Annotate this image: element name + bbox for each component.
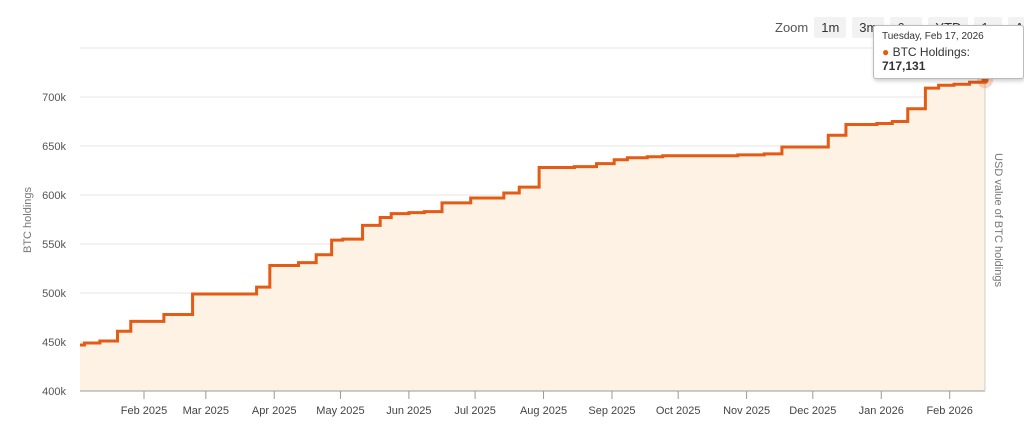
x-tick-label: May 2025 <box>316 405 364 417</box>
x-tick-label: Oct 2025 <box>656 405 701 417</box>
tooltip-date: Tuesday, Feb 17, 2026 <box>882 31 984 42</box>
tooltip: Tuesday, Feb 17, 2026 ● BTC Holdings: 71… <box>873 25 1024 79</box>
x-tick-label: Jun 2025 <box>386 405 431 417</box>
x-tick-label: Feb 2026 <box>926 405 972 417</box>
y-tick-label: 550k <box>42 239 66 251</box>
series-line <box>80 80 987 347</box>
x-tick-label: Sep 2025 <box>588 405 635 417</box>
zoom-1m-button[interactable]: 1m <box>814 17 847 38</box>
y-tick-label: 450k <box>42 337 66 349</box>
x-tick-label: Nov 2025 <box>723 405 770 417</box>
series-area <box>80 80 985 392</box>
x-tick-label: Aug 2025 <box>520 405 567 417</box>
x-tick-label: Jul 2025 <box>454 405 496 417</box>
x-tick-label: Jan 2026 <box>859 405 904 417</box>
x-tick-label: Apr 2025 <box>252 405 297 417</box>
y-axis-title: BTC holdings <box>22 186 34 253</box>
x-tick-label: Feb 2025 <box>121 405 167 417</box>
x-tick-label: Mar 2025 <box>183 405 229 417</box>
y-tick-label: 700k <box>42 92 66 104</box>
y-tick-label: 400k <box>42 386 66 398</box>
zoom-label: Zoom <box>775 20 809 35</box>
tooltip-series: BTC Holdings: <box>892 45 970 59</box>
series-dot-icon: ● <box>882 45 893 59</box>
y2-axis-title: USD value of BTC holdings <box>992 153 1004 287</box>
y-tick-label: 600k <box>42 190 66 202</box>
tooltip-value: 717,131 <box>882 59 926 73</box>
y-tick-label: 650k <box>42 141 66 153</box>
y-tick-label: 500k <box>42 288 66 300</box>
x-tick-label: Dec 2025 <box>789 405 836 417</box>
